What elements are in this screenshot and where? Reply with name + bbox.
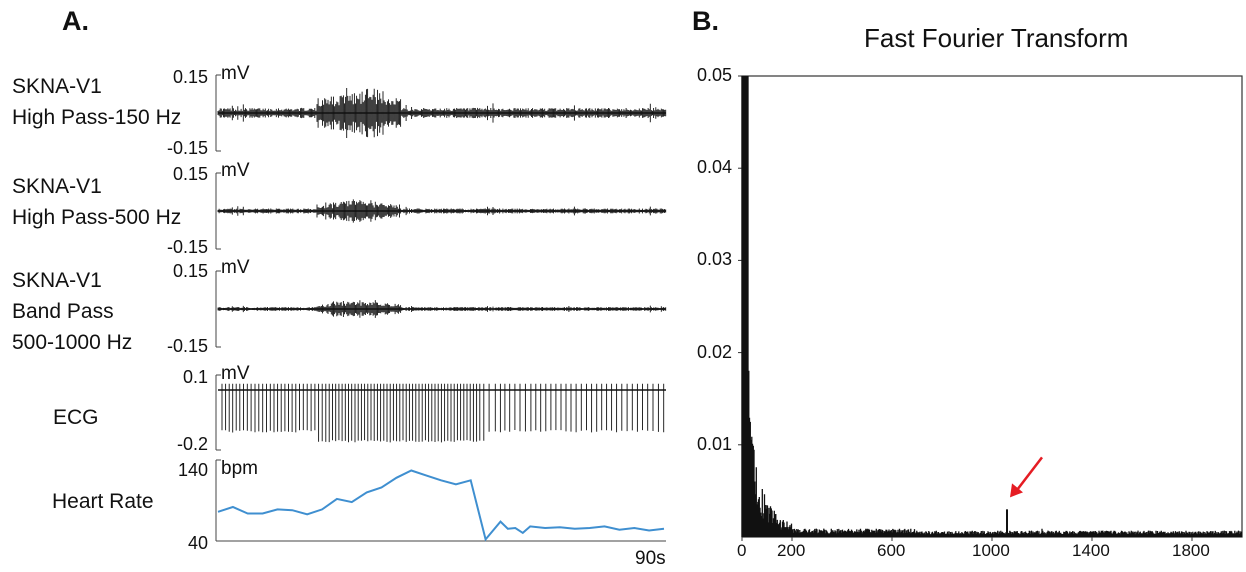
fft-x-tick-label: 1000 — [972, 541, 1010, 560]
trace-label-1-line-1: SKNA-V1 — [12, 75, 102, 98]
fft-title: Fast Fourier Transform — [864, 23, 1129, 53]
subplot-5-unit: bpm — [221, 458, 258, 479]
fft-x-tick-label: 200 — [777, 541, 806, 560]
subplot-3-unit: mV — [221, 257, 250, 278]
panel-a: A. SKNA-V1 High Pass-150 Hz 0.15 -0.15 m… — [12, 6, 667, 569]
fft-y-tick-label: 0.03 — [696, 249, 732, 270]
fft-y-tick-label: 0.02 — [696, 341, 732, 362]
panel-b-letter: B. — [692, 6, 719, 36]
heart-rate-plot — [215, 459, 666, 542]
subplot-4-ymin: -0.2 — [176, 434, 208, 454]
fft-x-tick-label: 1800 — [1172, 541, 1210, 560]
trace-label-3-line-1: SKNA-V1 — [12, 269, 102, 292]
subplot-1-ymin: -0.15 — [166, 138, 208, 158]
trace-label-5-line-1: Heart Rate — [52, 490, 154, 513]
trace-label-4-line-1: ECG — [53, 406, 99, 429]
subplot-3-ymin: -0.15 — [166, 336, 208, 356]
skna-trace-bandpass — [215, 270, 667, 348]
fft-plot — [738, 75, 1243, 541]
trace-label-1-line-2: High Pass-150 Hz — [12, 106, 182, 129]
trace-label-2-line-1: SKNA-V1 — [12, 175, 102, 198]
x-end-label: 90s — [635, 548, 666, 569]
panel-b: B. Fast Fourier Transform 0.01 0.02 0.03 0.… — [690, 0, 1246, 572]
heart-rate-line — [217, 469, 665, 542]
subplot-2-unit: mV — [221, 160, 250, 181]
trace-label-4: ECG — [53, 402, 99, 433]
trace-label-3: SKNA-V1 Band Pass 500-1000 Hz — [12, 265, 132, 358]
subplot-2-ymin: -0.15 — [166, 237, 208, 257]
fft-x-tick-label: 1400 — [1072, 541, 1110, 560]
trace-label-2-line-2: High Pass-500 Hz — [12, 206, 182, 229]
panel-a-letter: A. — [62, 6, 89, 36]
fft-x-tick-label: 600 — [877, 541, 906, 560]
red-arrow-icon — [1010, 483, 1023, 498]
fft-frame — [741, 75, 1243, 538]
fft-y-tick-label: 0.05 — [696, 65, 732, 85]
fft-spectrum — [741, 76, 1243, 537]
trace-label-5: Heart Rate — [52, 486, 154, 517]
trace-label-3-line-2: Band Pass — [12, 300, 114, 323]
skna-trace-150hz — [215, 74, 667, 152]
subplot-2-ymax: 0.15 — [172, 164, 208, 184]
fft-y-tick-label: 0.01 — [696, 433, 732, 454]
ecg-complexes — [221, 383, 665, 443]
trace-label-2: SKNA-V1 High Pass-500 Hz — [12, 171, 181, 233]
trace-label-1: SKNA-V1 High Pass-150 Hz — [12, 71, 181, 133]
fft-y-tick-label: 0.04 — [696, 157, 732, 178]
subplot-3-ymax: 0.15 — [172, 261, 208, 281]
subplot-4-unit: mV — [221, 363, 250, 384]
red-arrow-shaft — [1015, 456, 1043, 493]
fft-x-tick-label: 0 — [737, 541, 747, 560]
trace-label-3-line-3: 500-1000 Hz — [12, 331, 133, 354]
ecg-trace — [215, 374, 666, 451]
subplot-5-ymin: 40 — [187, 533, 208, 553]
subplot-4-ymax: 0.1 — [182, 367, 208, 387]
subplot-5-ymax: 140 — [177, 460, 208, 480]
skna-trace-500hz — [215, 172, 667, 250]
subplot-1-unit: mV — [221, 63, 250, 84]
subplot-1-ymax: 0.15 — [172, 67, 208, 87]
